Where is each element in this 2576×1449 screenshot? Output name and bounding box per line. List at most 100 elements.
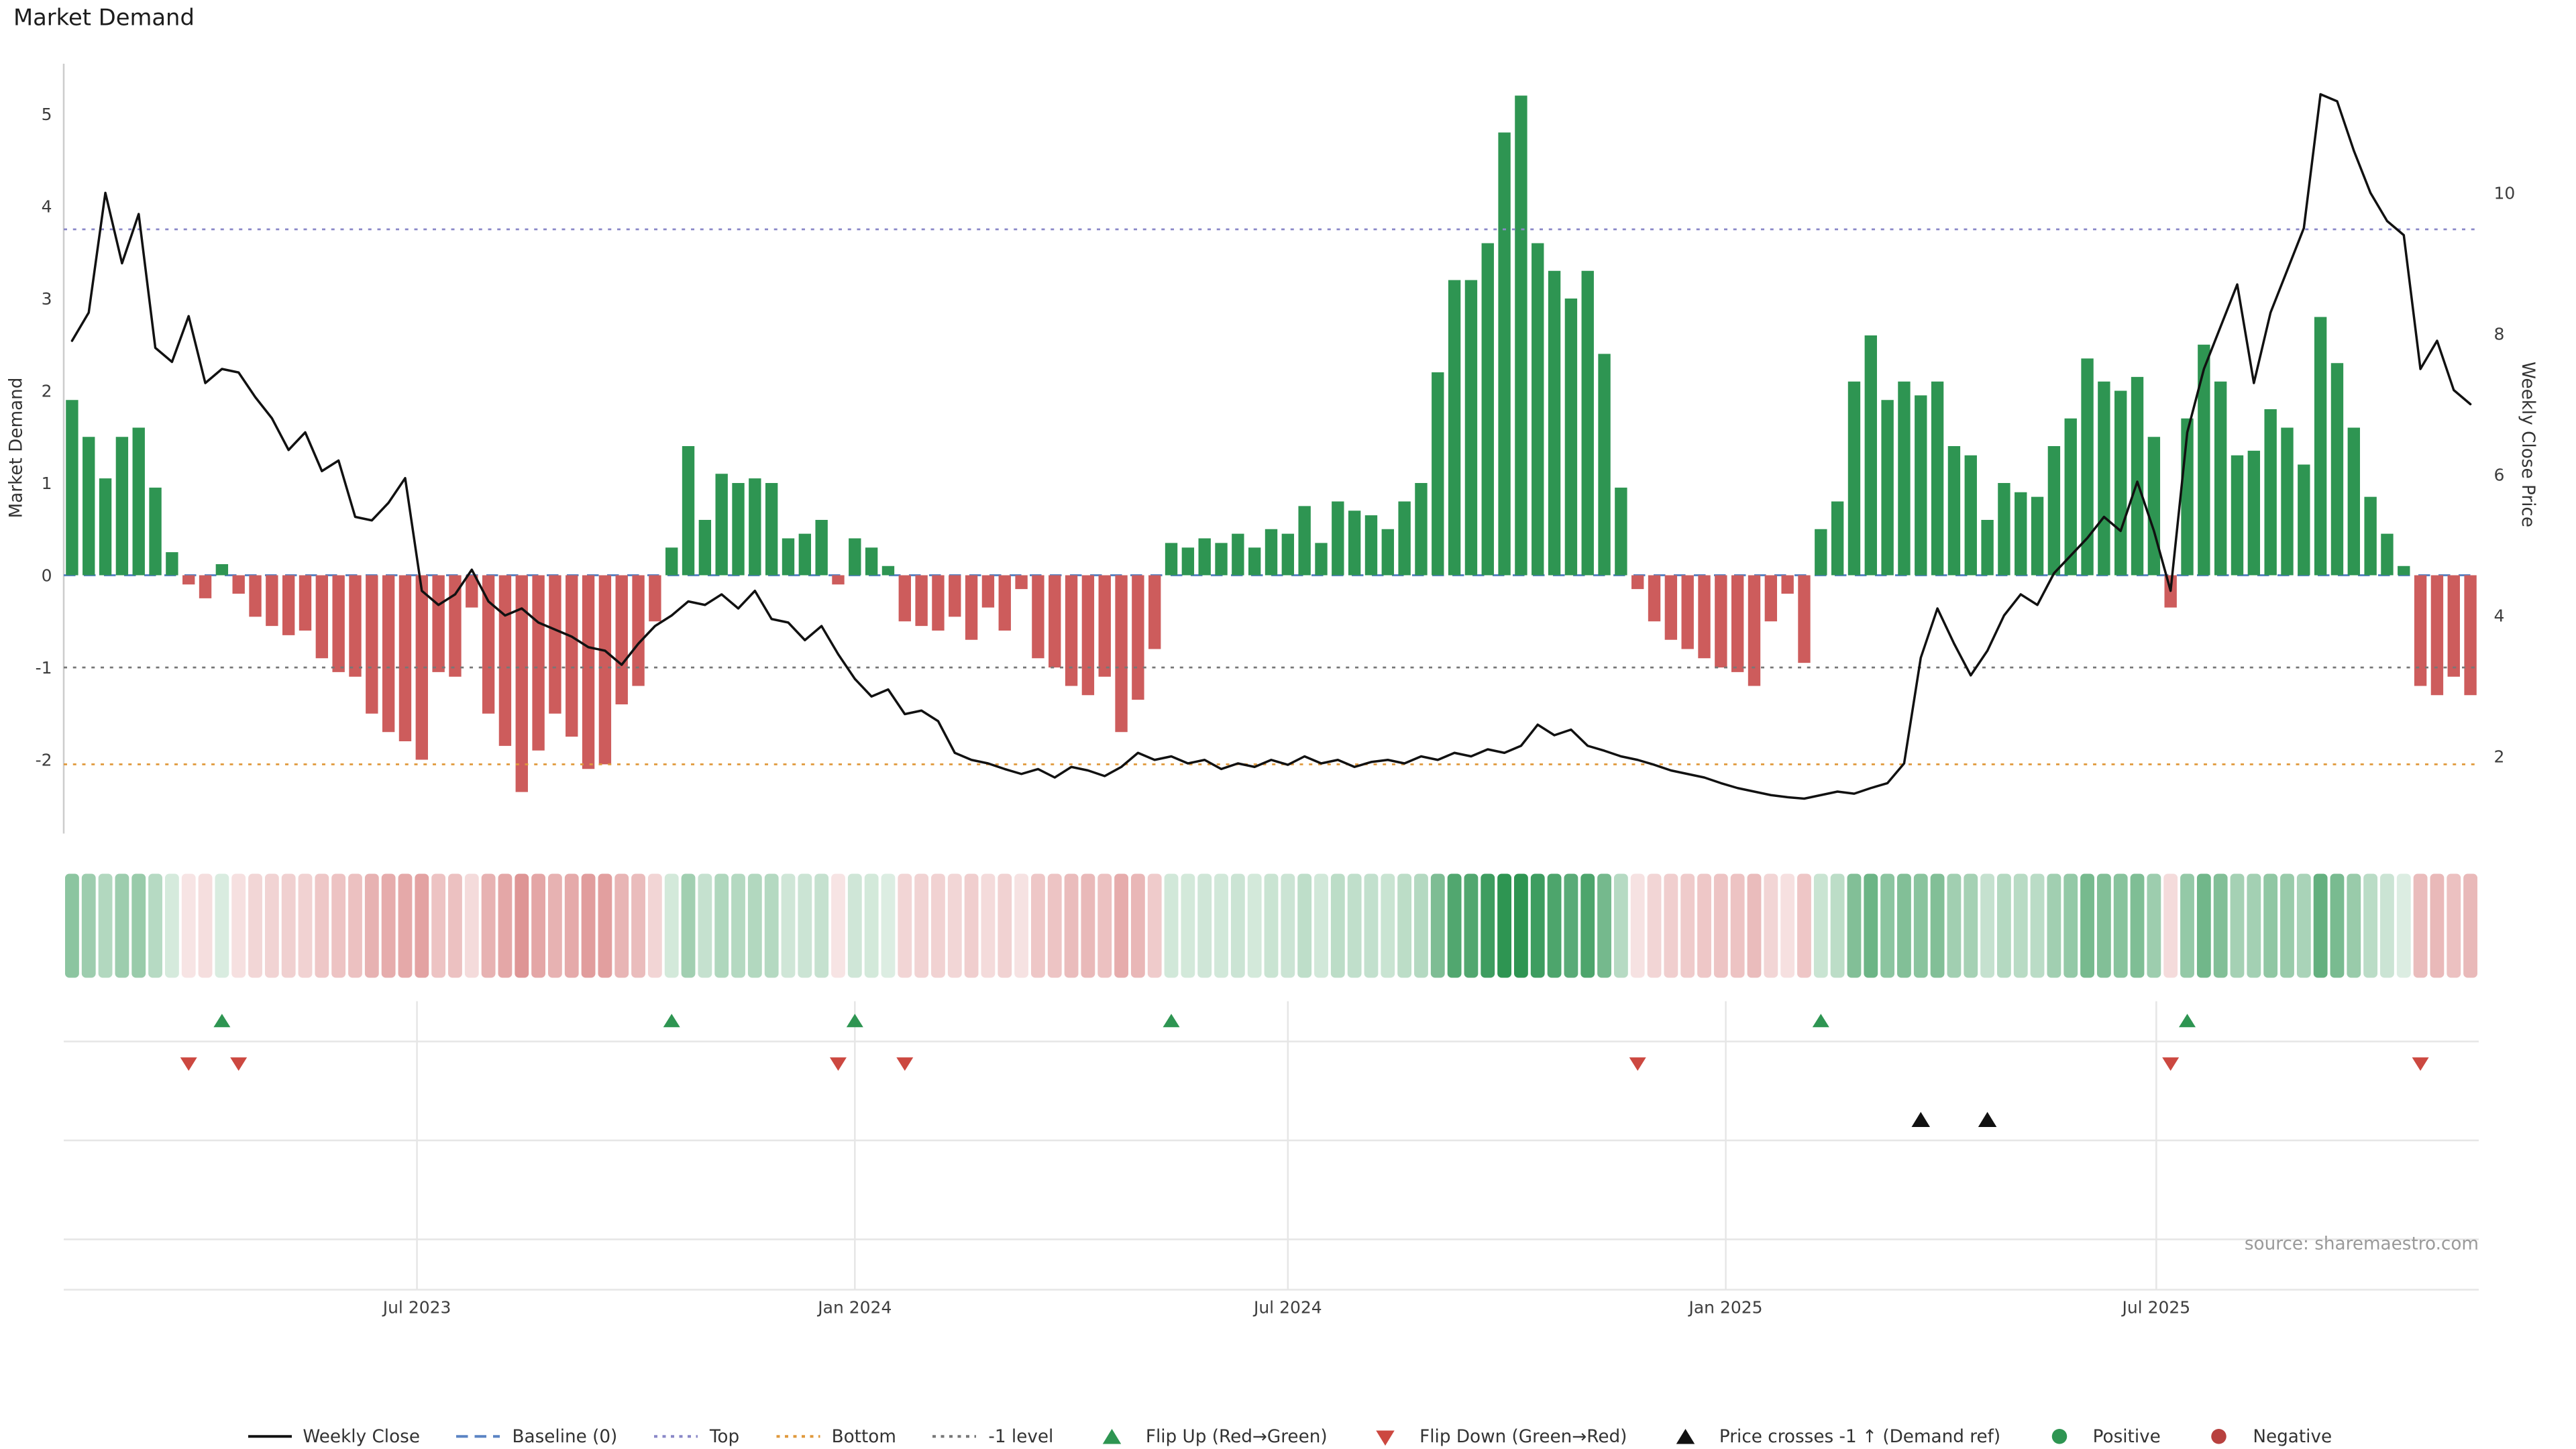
flip-down-marker [2412,1057,2429,1071]
demand-bar [898,575,911,622]
demand-bar [1265,529,1278,576]
heat-cell [881,873,896,978]
heat-cell [2430,873,2445,978]
demand-bar [1598,354,1611,576]
heat-cell [1314,873,1328,978]
heat-cell [947,873,962,978]
demand-bar [715,474,728,576]
x-tick-label: Jul 2025 [2121,1298,2190,1318]
demand-bar [149,487,162,576]
demand-bar [2247,450,2261,576]
legend-swatch-line-icon [247,1435,291,1438]
legend-label: Price crosses -1 ↑ (Demand ref) [1719,1426,2001,1447]
heat-cell [1980,873,1995,978]
heat-cell [548,873,562,978]
heat-cell [564,873,579,978]
demand-bar [2098,381,2110,576]
legend-label: Positive [2092,1426,2161,1447]
demand-bar [498,575,512,746]
heat-cell [2447,873,2461,978]
demand-bar [282,575,295,635]
demand-bar [1015,575,1028,590]
heat-cell [1230,873,1245,978]
heat-cell [1297,873,1312,978]
demand-bar [1532,243,1544,576]
heat-cell [1680,873,1695,978]
demand-bar [166,552,178,576]
legend-swatch-tri-up-icon [1676,1429,1695,1444]
heat-cell [1281,873,1295,978]
demand-bar [1731,575,1744,672]
heat-cell [298,873,313,978]
demand-bar [1898,381,1911,576]
heat-cell [581,873,596,978]
heat-cell [2013,873,2028,978]
heat-cell [1214,873,1228,978]
heat-cell [281,873,296,978]
demand-bar [1049,575,1061,667]
demand-bar [566,575,578,737]
legend-label: Top [709,1426,740,1447]
heat-cell [331,873,346,978]
heat-cell [448,873,462,978]
heat-cell [248,873,262,978]
heat-cell [1147,873,1162,978]
demand-bar [532,575,545,751]
demand-bar [382,575,395,733]
demand-bar [1498,132,1511,576]
demand-bar [1415,483,1428,576]
heat-cell [2113,873,2128,978]
demand-bar [1631,575,1644,590]
demand-bar [1981,520,1994,576]
heat-cell [2047,873,2061,978]
demand-bar [1432,372,1444,576]
heat-cell [2230,873,2245,978]
legend-item-9: Negative [2194,1426,2332,1448]
heat-cell [1630,873,1645,978]
heat-cell [98,873,113,978]
demand-bar [1081,575,1095,696]
flip-down-marker [230,1057,248,1071]
price-tick-label: 6 [2494,465,2505,484]
heat-cell [747,873,762,978]
heat-cell [398,873,413,978]
heat-cell [531,873,545,978]
demand-bar [2264,409,2277,576]
heat-cell [1580,873,1595,978]
heat-cell [1830,873,1845,978]
heat-cell [2130,873,2145,978]
heat-cell [731,873,745,978]
heat-cell [1364,873,1379,978]
demand-bar [2231,455,2244,576]
heat-cell [714,873,729,978]
heat-cell [1564,873,1578,978]
heat-cell [415,873,429,978]
demand-bar [932,575,945,631]
chart-title: Market Demand [13,5,195,32]
heat-cell [614,873,629,978]
legend-label: Bottom [831,1426,896,1447]
heat-cell [364,873,379,978]
demand-bar [1931,381,1944,576]
heat-cell [698,873,712,978]
heat-cell [381,873,396,978]
legend-swatch-dash-icon [456,1435,500,1438]
legend-item-6: Flip Down (Green→Red) [1361,1426,1627,1448]
flip-down-marker [2162,1057,2180,1071]
demand-bar [2214,381,2227,576]
demand-bar [449,575,462,677]
demand-bar [1915,395,1927,576]
heat-cell [1347,873,1362,978]
heat-cell [2213,873,2228,978]
flip-up-marker [1163,1014,1180,1028]
heat-cell [2247,873,2261,978]
demand-bar [115,437,129,576]
demand-bar [2364,496,2377,576]
demand-bar [1315,543,1328,576]
heat-cell [348,873,362,978]
demand-bar [1481,243,1494,576]
demand-bar [2381,533,2394,576]
heat-cell [781,873,796,978]
demand-bar [2131,376,2144,576]
heat-cell [2296,873,2311,978]
